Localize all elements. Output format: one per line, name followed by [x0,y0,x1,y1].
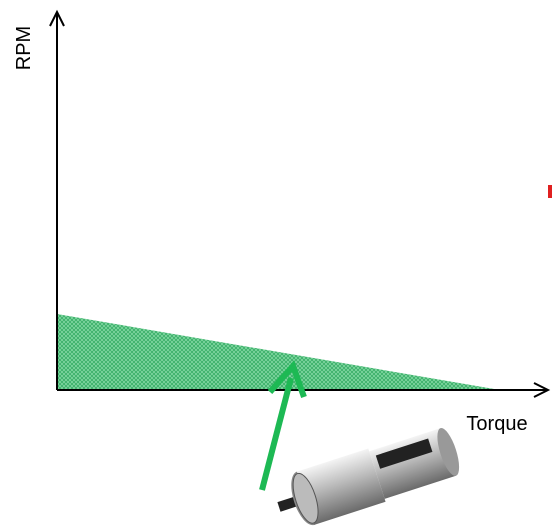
motor-image [277,428,460,526]
red-mark [548,185,552,198]
green-arrow [259,360,307,491]
y-axis [49,9,65,390]
x-axis-label: Torque [466,413,527,435]
operating-region [57,314,500,390]
y-axis-label: RPM [13,26,35,70]
